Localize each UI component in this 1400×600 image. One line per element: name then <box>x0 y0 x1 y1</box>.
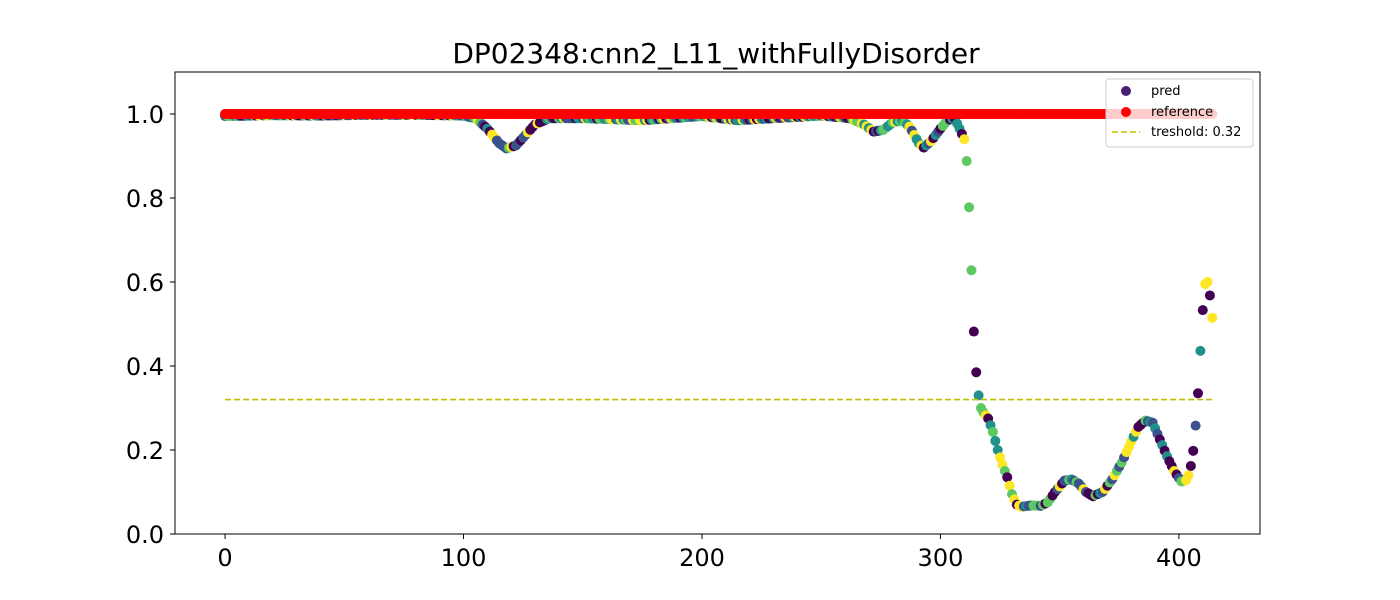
pred-point <box>1197 305 1208 316</box>
legend-reference-label: reference <box>1151 105 1213 120</box>
pred-point <box>987 426 998 437</box>
x-tick-label: 100 <box>441 544 487 572</box>
legend-box <box>1105 78 1254 148</box>
y-axis: 0.0 0.2 0.4 0.6 0.8 1.0 <box>126 101 175 549</box>
pred-point <box>1002 472 1013 483</box>
y-tick-label: 0.8 <box>126 185 164 213</box>
x-tick-label: 400 <box>1156 544 1202 572</box>
pred-point <box>966 265 977 276</box>
x-tick-label: 200 <box>679 544 725 572</box>
pred-point <box>973 390 984 401</box>
plot-frame <box>174 71 1261 535</box>
pred-point <box>961 156 972 167</box>
y-tick-label: 0.0 <box>126 521 164 549</box>
chart-title: DP02348:cnn2_L11_withFullyDisorder <box>452 37 980 70</box>
pred-point <box>1183 470 1194 481</box>
pred-point <box>968 326 979 337</box>
pred-point <box>964 202 975 213</box>
x-axis: 0 100 200 300 400 <box>217 534 1202 572</box>
pred-point <box>1185 460 1196 471</box>
y-tick-label: 0.2 <box>126 437 164 465</box>
y-tick-label: 0.6 <box>126 269 164 297</box>
pred-point <box>1193 388 1203 399</box>
pred-point <box>1204 290 1215 301</box>
legend-pred-marker <box>1121 86 1131 96</box>
legend-threshold-label: treshold: 0.32 <box>1151 125 1241 140</box>
pred-point <box>1004 480 1015 491</box>
pred-point <box>971 367 982 378</box>
x-tick-label: 0 <box>217 544 232 572</box>
legend: pred reference treshold: 0.32 <box>1105 78 1254 148</box>
pred-point <box>1207 312 1218 323</box>
x-tick-label: 300 <box>918 544 964 572</box>
pred-point <box>1195 345 1206 356</box>
pred-point <box>1188 445 1199 456</box>
y-tick-label: 0.4 <box>126 353 164 381</box>
pred-series <box>220 109 1218 512</box>
pred-point <box>1202 277 1213 287</box>
pred-point <box>1190 420 1201 431</box>
pred-point <box>990 435 1001 446</box>
legend-reference-marker <box>1121 107 1131 117</box>
legend-pred-label: pred <box>1151 84 1181 99</box>
y-tick-label: 1.0 <box>126 101 164 129</box>
pred-point <box>959 134 970 145</box>
